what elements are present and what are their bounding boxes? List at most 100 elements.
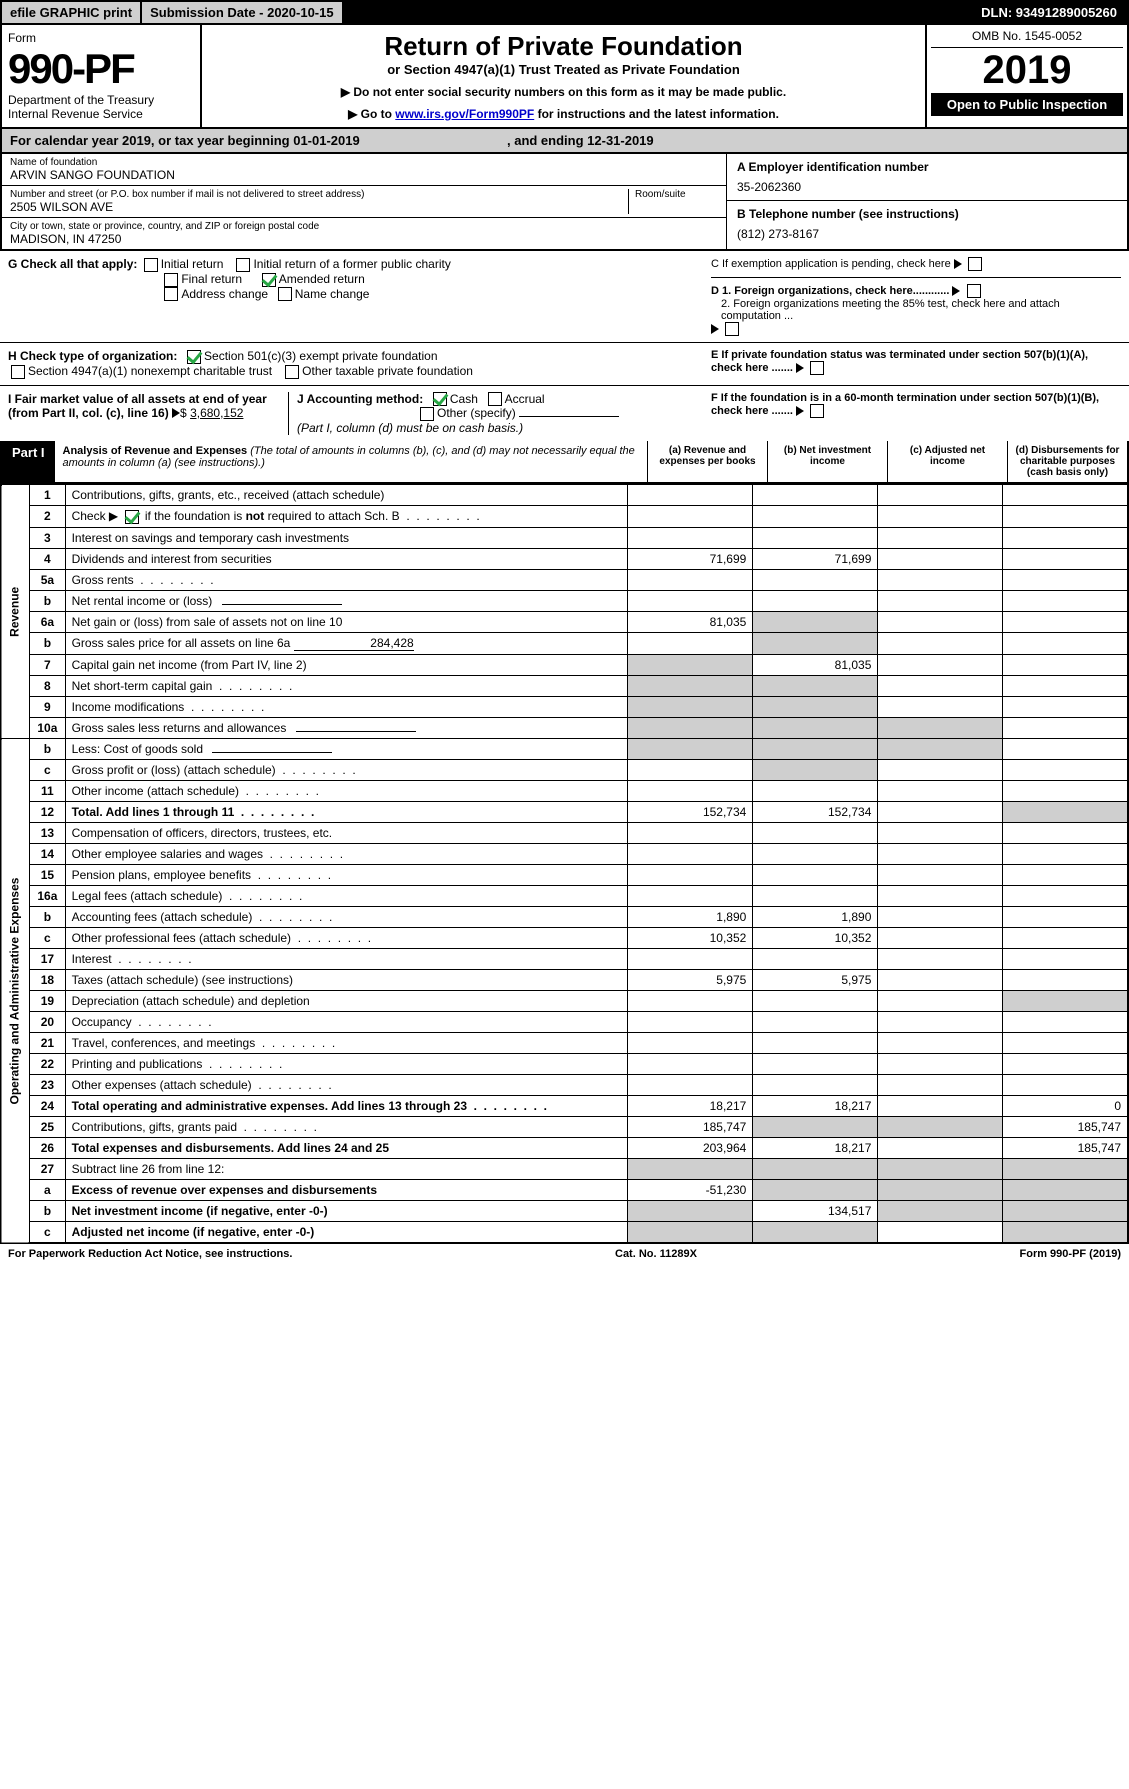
cell-col-b: [753, 633, 878, 655]
cell-col-d: [1003, 844, 1128, 865]
footer-left: For Paperwork Reduction Act Notice, see …: [8, 1248, 292, 1260]
checkbox-cash[interactable]: [433, 392, 447, 406]
row-description: Total. Add lines 1 through 11 . . . . . …: [65, 802, 628, 823]
checkbox-d2[interactable]: [725, 322, 739, 336]
cell-col-c: [878, 549, 1003, 570]
table-row: 23Other expenses (attach schedule) . . .…: [1, 1075, 1128, 1096]
table-row: 13Compensation of officers, directors, t…: [1, 823, 1128, 844]
checkbox-initial-former[interactable]: [236, 258, 250, 272]
cell-col-b: [753, 991, 878, 1012]
addr-label: Number and street (or P.O. box number if…: [10, 189, 628, 200]
col-c: (c) Adjusted net income: [887, 441, 1007, 482]
checkbox-address[interactable]: [164, 287, 178, 301]
cell-col-d: [1003, 760, 1128, 781]
row-number: 21: [30, 1033, 65, 1054]
cell-col-d: [1003, 823, 1128, 844]
table-row: 4Dividends and interest from securities7…: [1, 549, 1128, 570]
cell-col-b: [753, 612, 878, 633]
instructions-link[interactable]: www.irs.gov/Form990PF: [395, 107, 534, 121]
cell-col-b: [753, 823, 878, 844]
cell-col-b: 18,217: [753, 1138, 878, 1159]
row-number: 3: [30, 528, 65, 549]
cell-col-a: [628, 781, 753, 802]
row-number: b: [30, 907, 65, 928]
cell-col-d: [1003, 739, 1128, 760]
expenses-section-label: Operating and Administrative Expenses: [1, 739, 30, 1244]
cell-col-a: 10,352: [628, 928, 753, 949]
cell-col-c: [878, 1159, 1003, 1180]
cell-col-c: [878, 949, 1003, 970]
row-number: 18: [30, 970, 65, 991]
checkbox-4947[interactable]: [11, 365, 25, 379]
table-row: 10aGross sales less returns and allowanc…: [1, 718, 1128, 739]
cell-col-c: [878, 781, 1003, 802]
cell-col-c: [878, 1075, 1003, 1096]
cell-col-b: [753, 1222, 878, 1244]
cell-col-d: [1003, 1180, 1128, 1201]
cell-col-d: [1003, 949, 1128, 970]
part-1-header: Part I Analysis of Revenue and Expenses …: [0, 441, 1129, 484]
row-number: b: [30, 633, 65, 655]
row-description: Gross profit or (loss) (attach schedule)…: [65, 760, 628, 781]
row-description: Gross sales less returns and allowances: [65, 718, 628, 739]
row-description: Taxes (attach schedule) (see instruction…: [65, 970, 628, 991]
d1-label: D 1. Foreign organizations, check here..…: [711, 285, 949, 297]
row-description: Net rental income or (loss): [65, 591, 628, 612]
cell-col-d: [1003, 655, 1128, 676]
cell-col-a: [628, 591, 753, 612]
submission-date: Submission Date - 2020-10-15: [142, 2, 344, 23]
cell-col-c: [878, 865, 1003, 886]
checkbox-name[interactable]: [278, 287, 292, 301]
cell-col-d: [1003, 612, 1128, 633]
cell-col-c: [878, 907, 1003, 928]
checkbox-accrual[interactable]: [488, 392, 502, 406]
cell-col-b: 10,352: [753, 928, 878, 949]
row-description: Occupancy . . . . . . . .: [65, 1012, 628, 1033]
table-row: 11Other income (attach schedule) . . . .…: [1, 781, 1128, 802]
checkbox-other-method[interactable]: [420, 407, 434, 421]
row-number: 22: [30, 1054, 65, 1075]
cell-col-b: 18,217: [753, 1096, 878, 1117]
section-h: H Check type of organization: Section 50…: [0, 343, 1129, 386]
table-row: 20Occupancy . . . . . . . .: [1, 1012, 1128, 1033]
cell-col-d: [1003, 1159, 1128, 1180]
table-row: 19Depreciation (attach schedule) and dep…: [1, 991, 1128, 1012]
cell-col-b: 81,035: [753, 655, 878, 676]
cell-col-d: [1003, 1033, 1128, 1054]
checkbox-initial[interactable]: [144, 258, 158, 272]
form-header: Form 990-PF Department of the Treasury I…: [0, 25, 1129, 129]
footer-center: Cat. No. 11289X: [615, 1248, 697, 1260]
checkbox-f[interactable]: [810, 404, 824, 418]
cell-col-a: 152,734: [628, 802, 753, 823]
ein-label: A Employer identification number: [737, 160, 1117, 174]
cell-col-a: 5,975: [628, 970, 753, 991]
row-description: Total expenses and disbursements. Add li…: [65, 1138, 628, 1159]
table-row: 24Total operating and administrative exp…: [1, 1096, 1128, 1117]
row-description: Net investment income (if negative, ente…: [65, 1201, 628, 1222]
cell-col-c: [878, 506, 1003, 528]
table-row: 17Interest . . . . . . . .: [1, 949, 1128, 970]
row-description: Other employee salaries and wages . . . …: [65, 844, 628, 865]
efile-button[interactable]: efile GRAPHIC print: [2, 2, 142, 23]
checkbox-e[interactable]: [810, 361, 824, 375]
cell-col-b: [753, 528, 878, 549]
checkbox-amended[interactable]: [262, 273, 276, 287]
cell-col-a: [628, 1159, 753, 1180]
omb-number: OMB No. 1545-0052: [931, 29, 1123, 48]
table-row: 9Income modifications . . . . . . . .: [1, 697, 1128, 718]
row-number: 8: [30, 676, 65, 697]
page-footer: For Paperwork Reduction Act Notice, see …: [0, 1244, 1129, 1264]
row-description: Excess of revenue over expenses and disb…: [65, 1180, 628, 1201]
checkbox-501c3[interactable]: [187, 350, 201, 364]
checkbox-c[interactable]: [968, 257, 982, 271]
cell-col-b: 1,890: [753, 907, 878, 928]
city-state-zip: MADISON, IN 47250: [10, 232, 718, 246]
cell-col-d: [1003, 991, 1128, 1012]
cell-col-c: [878, 1180, 1003, 1201]
checkbox-other-taxable[interactable]: [285, 365, 299, 379]
checkbox-final[interactable]: [164, 273, 178, 287]
cell-col-b: [753, 1033, 878, 1054]
checkbox-d1[interactable]: [967, 284, 981, 298]
row-description: Dividends and interest from securities: [65, 549, 628, 570]
row-number: c: [30, 1222, 65, 1244]
